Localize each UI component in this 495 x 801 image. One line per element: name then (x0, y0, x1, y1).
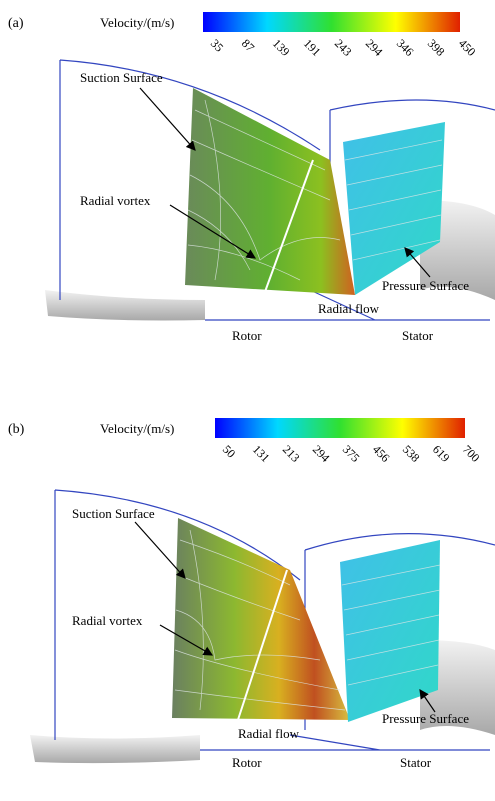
colorbar-tick-label: 619 (430, 442, 453, 465)
colorbar-tick-label: 375 (340, 442, 363, 465)
colorbar-ticks: 50 131 213 294 375 456 538 619 700 (220, 442, 483, 465)
annotation: Suction Surface (72, 506, 155, 521)
colorbar-tick-label: 346 (394, 36, 417, 59)
colorbar-tick-label: 50 (220, 442, 238, 460)
annotation: Suction Surface (80, 70, 163, 85)
panel-label: (a) (8, 16, 24, 31)
radial-flow-line (261, 159, 314, 301)
arrow (159, 624, 214, 656)
annotation: Radial vortex (72, 613, 143, 628)
colorbar-tick-label: 294 (310, 442, 333, 465)
panel-label: (b) (8, 422, 25, 437)
rotor-blade (185, 88, 355, 295)
hub (420, 640, 495, 735)
hub (45, 290, 205, 321)
colorbar-tick-label: 538 (400, 442, 423, 465)
colorbar-tick-label: 139 (270, 36, 293, 59)
colorbar (215, 418, 465, 438)
colorbar-tick-label: 87 (239, 36, 257, 54)
arrow (139, 87, 196, 151)
stator-blade (343, 122, 445, 295)
colorbar-title: Velocity/(m/s) (100, 421, 174, 436)
arrow (419, 689, 436, 713)
colorbar-tick-label: 131 (250, 442, 273, 465)
annotation: Radial flow (318, 301, 380, 316)
streamlines (187, 99, 443, 281)
annotation: Radial vortex (80, 193, 151, 208)
rotor-blade (172, 518, 350, 720)
colorbar-tick-label: 294 (363, 36, 386, 59)
colorbar-title: Velocity/(m/s) (100, 15, 174, 30)
colorbar-tick-label: 213 (280, 442, 303, 465)
annotation: Pressure Surface (382, 711, 469, 726)
colorbar-tick-label: 456 (370, 442, 393, 465)
annotation: Rotor (232, 328, 262, 343)
annotation: Radial flow (238, 726, 300, 741)
arrow (169, 204, 257, 259)
panel-b: (b) Velocity/(m/s) 50 131 213 294 375 456 538 6… (8, 418, 495, 770)
hub (30, 735, 200, 764)
arrow (134, 521, 186, 579)
colorbar-tick-label: 700 (460, 442, 483, 465)
panel-a: (a) Velocity/(m/s) 35 87 139 191 243 294 346 39… (8, 12, 495, 343)
radial-flow-line (232, 569, 288, 736)
streamlines (174, 529, 441, 711)
colorbar-tick-label: 398 (425, 36, 448, 59)
colorbar-tick-label: 191 (301, 36, 324, 59)
stator-blade (340, 540, 440, 722)
arrow (404, 247, 431, 278)
annotation: Stator (402, 328, 434, 343)
colorbar-tick-label: 243 (332, 36, 355, 59)
annotation: Pressure Surface (382, 278, 469, 293)
annotation: Rotor (232, 755, 262, 770)
colorbar (203, 12, 460, 32)
colorbar-tick-label: 450 (456, 36, 479, 59)
annotation: Stator (400, 755, 432, 770)
colorbar-tick-label: 35 (208, 36, 226, 54)
colorbar-ticks: 35 87 139 191 243 294 346 398 450 (208, 36, 479, 59)
